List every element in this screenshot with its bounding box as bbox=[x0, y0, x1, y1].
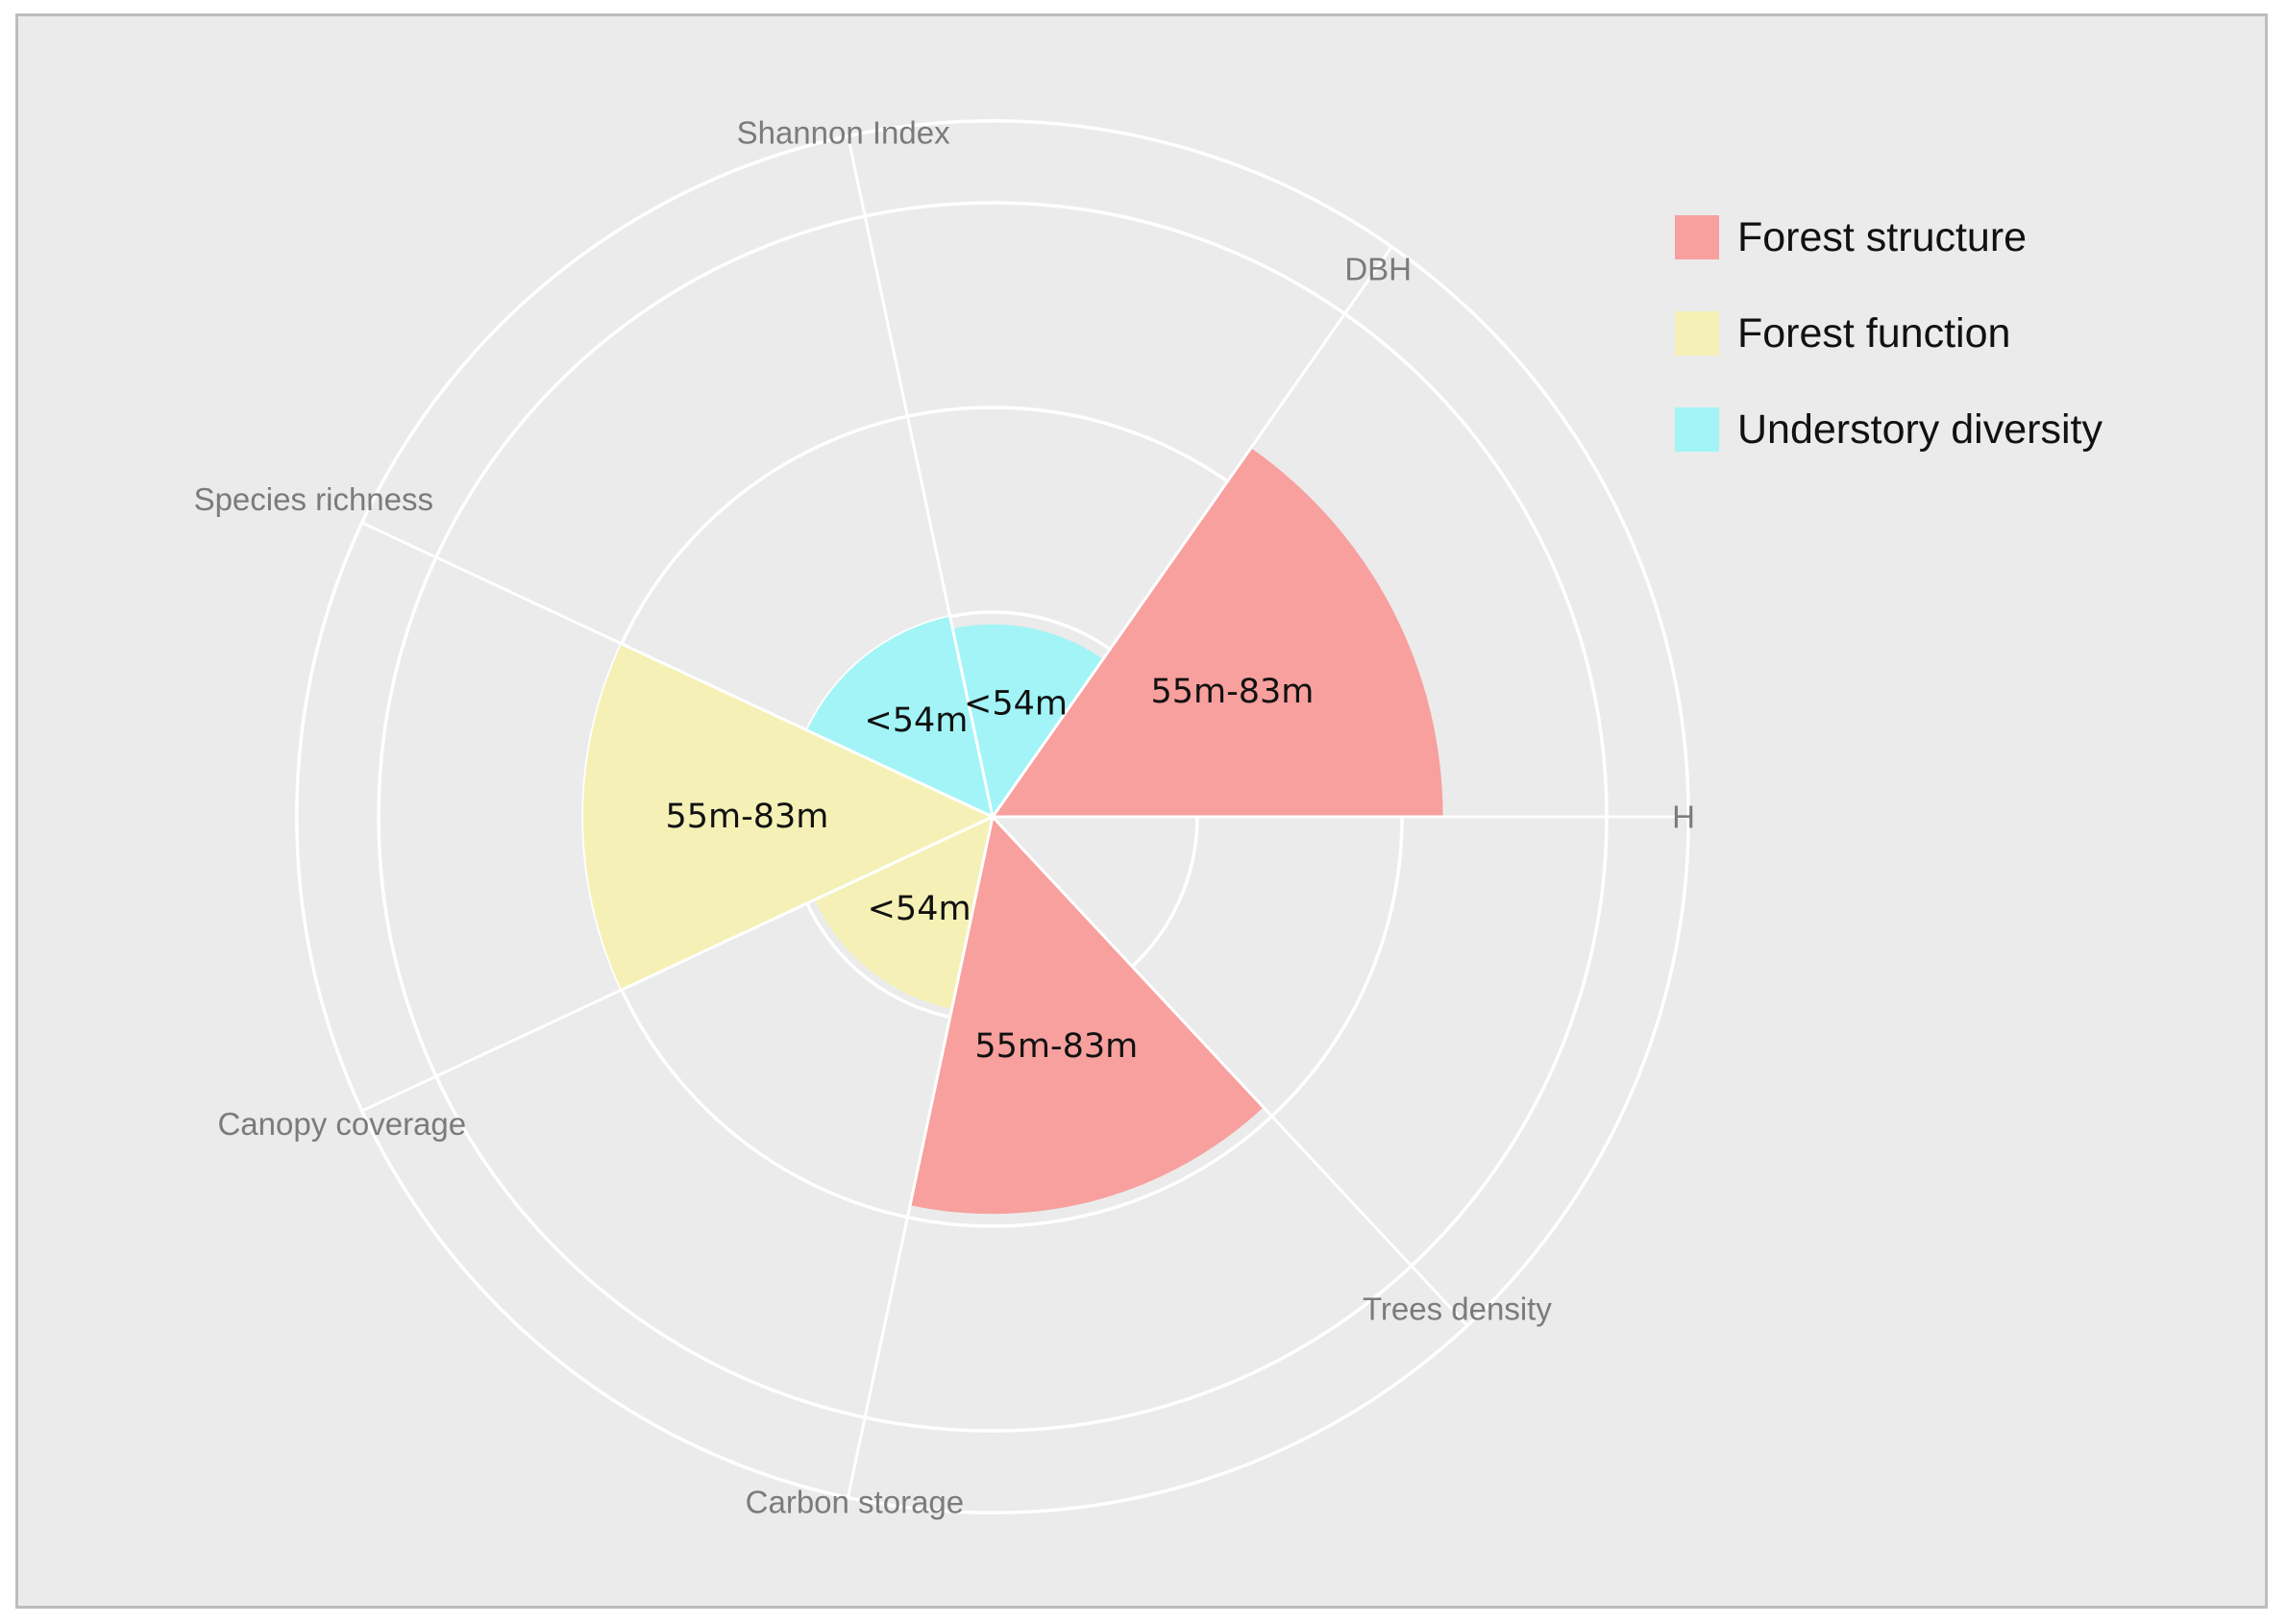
axis-spoke-canopy-coverage bbox=[361, 815, 994, 1113]
legend-label-forest-function: Forest function bbox=[1737, 310, 2010, 357]
axis-spoke-trees-density bbox=[991, 815, 1468, 1327]
bar-label-6: 55m-83m bbox=[974, 1027, 1138, 1066]
axis-label-canopy-coverage: Canopy coverage bbox=[217, 1106, 466, 1142]
legend-swatch-forest-structure bbox=[1675, 215, 1719, 259]
legend-item-understory-diversity[interactable]: Understory diversity bbox=[1675, 406, 2103, 453]
axis-spoke-shannon-index bbox=[846, 135, 995, 818]
bar-label-3: <54m bbox=[864, 701, 968, 740]
bar-2-understory-diversity bbox=[952, 624, 1103, 817]
axis-label-dbh: DBH bbox=[1344, 251, 1412, 286]
bar-label-2: <54m bbox=[964, 684, 1068, 723]
bar-label-5: <54m bbox=[868, 890, 971, 928]
axis-spokes bbox=[361, 135, 1689, 1498]
bar-4-forest-function bbox=[582, 643, 993, 991]
legend-label-forest-structure: Forest structure bbox=[1737, 214, 2027, 260]
axis-label-trees-density: Trees density bbox=[1363, 1291, 1552, 1326]
axis-spoke-carbon-storage bbox=[846, 816, 995, 1498]
legend-swatch-understory-diversity bbox=[1675, 407, 1719, 452]
legend-item-forest-function[interactable]: Forest function bbox=[1675, 310, 2010, 357]
bar-6-forest-structure bbox=[910, 817, 1264, 1215]
axis-labels: H DBH Shannon Index Species richness Canopy … bbox=[194, 114, 1695, 1519]
axis-label-carbon-storage: Carbon storage bbox=[746, 1485, 964, 1520]
bar-label-1: 55m-83m bbox=[1150, 673, 1314, 711]
bar-5-forest-function bbox=[814, 817, 993, 1010]
legend-item-forest-structure[interactable]: Forest structure bbox=[1675, 214, 2027, 260]
axis-spoke-dbh bbox=[991, 245, 1393, 818]
legend[interactable]: Forest structure Forest function Understor… bbox=[1675, 214, 2103, 453]
legend-label-understory-diversity: Understory diversity bbox=[1737, 406, 2103, 453]
bars bbox=[582, 448, 1443, 1215]
axis-label-species-richness: Species richness bbox=[194, 481, 433, 517]
legend-swatch-forest-function bbox=[1675, 311, 1719, 356]
bar-label-4: 55m-83m bbox=[665, 798, 828, 836]
axis-label-h: H bbox=[1672, 800, 1695, 835]
bar-1-forest-structure bbox=[993, 448, 1443, 817]
axis-spoke-species-richness bbox=[361, 521, 994, 819]
axis-label-shannon-index: Shannon Index bbox=[737, 114, 951, 150]
bar-3-understory-diversity bbox=[806, 616, 993, 817]
